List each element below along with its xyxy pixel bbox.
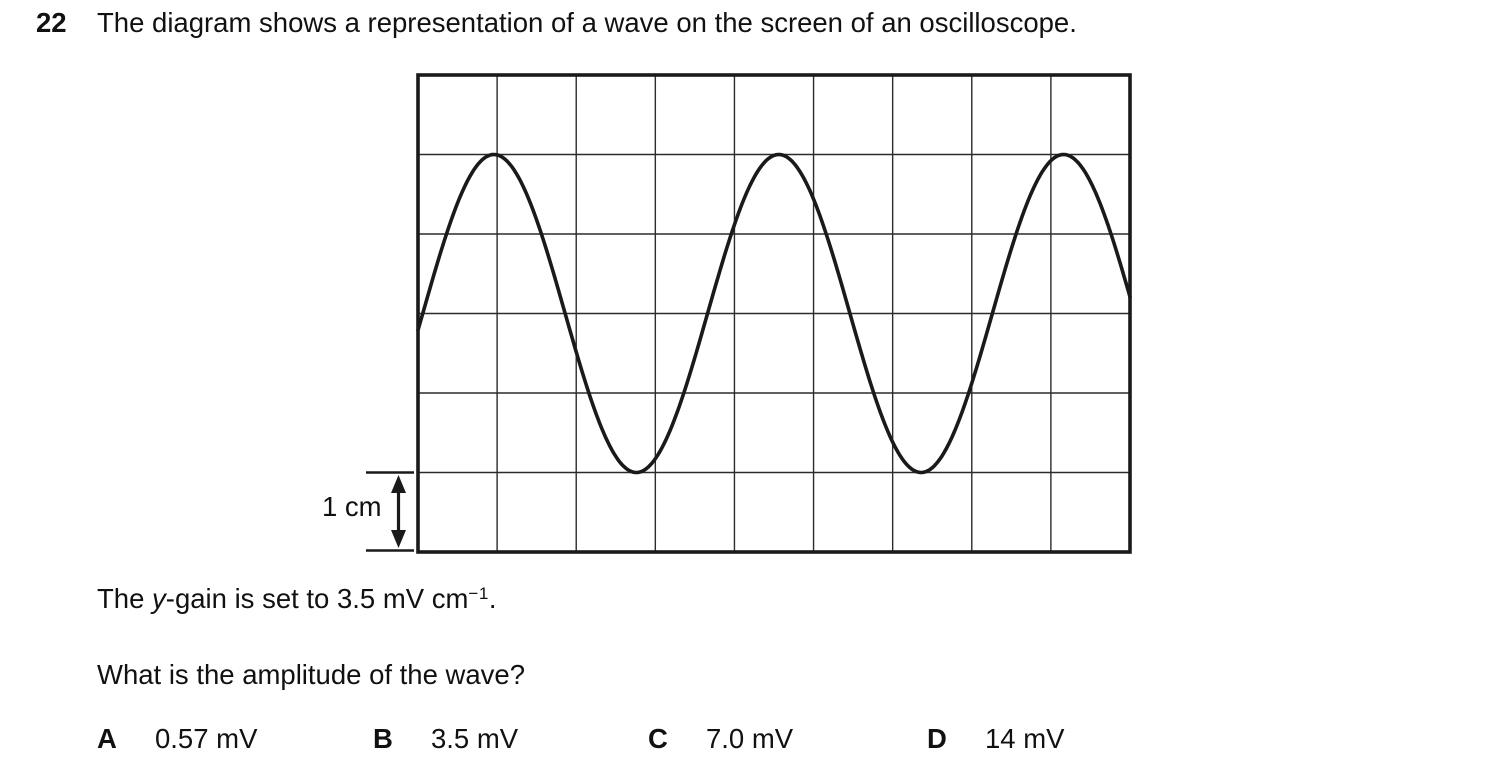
grid-lines — [418, 75, 1130, 552]
ygain-text: The y-gain is set to 3.5 mV cm−1. — [97, 582, 496, 615]
option-b-value: 3.5 mV — [431, 723, 519, 754]
question-prompt: What is the amplitude of the wave? — [97, 659, 526, 690]
option-c: C 7.0 mV — [648, 722, 793, 755]
scale-label: 1 cm — [322, 491, 382, 522]
option-a-value: 0.57 mV — [155, 723, 258, 754]
double-arrow-icon — [391, 475, 406, 548]
ygain-prefix: The — [97, 583, 153, 614]
option-c-letter: C — [648, 723, 668, 754]
scale-marker — [366, 471, 414, 552]
question-number: 22 — [36, 7, 67, 38]
wave-trace — [416, 152, 1132, 475]
option-a-letter: A — [97, 723, 117, 754]
ygain-middle: -gain is set to 3.5 mV cm — [165, 583, 469, 614]
option-d: D 14 mV — [927, 722, 1064, 755]
option-b: B 3.5 mV — [373, 722, 518, 755]
ygain-superscript: −1 — [468, 583, 489, 603]
screen-border — [416, 73, 1132, 554]
option-c-value: 7.0 mV — [706, 723, 794, 754]
option-d-value: 14 mV — [985, 723, 1065, 754]
option-b-letter: B — [373, 723, 393, 754]
option-a: A 0.57 mV — [97, 722, 257, 755]
option-d-letter: D — [927, 723, 947, 754]
oscilloscope-diagram — [366, 73, 1132, 554]
ygain-suffix: . — [488, 583, 497, 614]
question-text: The diagram shows a representation of a … — [97, 7, 1077, 38]
ygain-variable: y — [152, 583, 166, 614]
